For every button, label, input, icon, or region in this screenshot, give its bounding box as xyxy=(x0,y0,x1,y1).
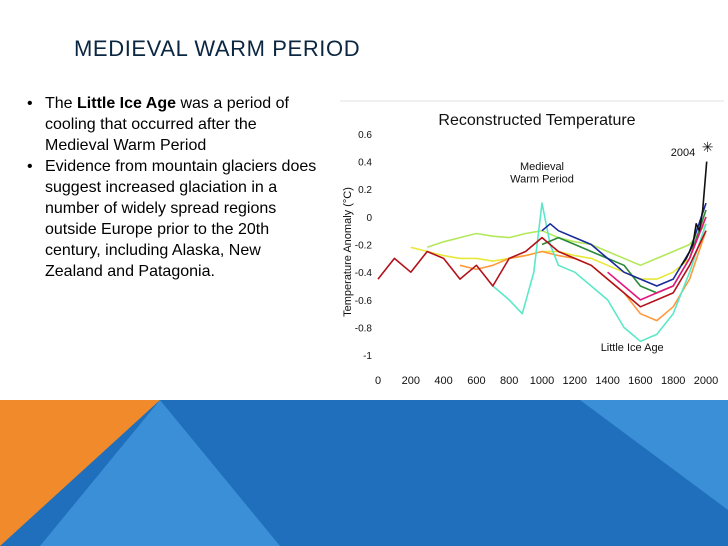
y-tick-label: -0.2 xyxy=(355,241,373,252)
y-axis-label: Temperature Anomaly (°C) xyxy=(342,187,354,317)
chart-title: Reconstructed Temperature xyxy=(438,112,635,129)
x-tick-label: 1000 xyxy=(530,375,554,387)
y-tick-label: 0.4 xyxy=(358,158,372,169)
y-tick-label: -1 xyxy=(363,351,372,362)
chart-annotation: Little Ice Age xyxy=(601,342,664,354)
y-tick-label: -0.8 xyxy=(355,324,373,335)
bullet-marker: • xyxy=(27,158,33,175)
chart-annotation: ✳ xyxy=(702,139,714,155)
chart-annotation: Warm Period xyxy=(510,173,574,185)
temperature-chart: Reconstructed Temperature Temperature An… xyxy=(328,97,728,391)
x-tick-label: 0 xyxy=(375,375,381,387)
chart-annotation: 2004 xyxy=(671,147,695,159)
x-tick-label: 800 xyxy=(500,375,518,387)
y-tick-label: 0 xyxy=(366,213,372,224)
series-line xyxy=(492,202,707,343)
x-tick-label: 1400 xyxy=(595,375,619,387)
x-tick-label: 1200 xyxy=(563,375,587,387)
x-tick-label: 400 xyxy=(434,375,452,387)
bullet-item: • The Little Ice Age was a period of cool… xyxy=(27,93,317,156)
x-tick-label: 2000 xyxy=(694,375,718,387)
series-line xyxy=(541,202,707,287)
series-line xyxy=(410,216,707,280)
chart-annotation: Medieval xyxy=(520,161,564,173)
series-line xyxy=(377,230,707,308)
x-tick-label: 1800 xyxy=(661,375,685,387)
series-line xyxy=(426,223,707,267)
bullet-item: • Evidence from mountain glaciers does su… xyxy=(27,156,317,282)
bullet-bold-term: Little Ice Age xyxy=(77,95,176,112)
band-orange-triangle xyxy=(0,400,160,546)
bullet-marker: • xyxy=(27,95,33,112)
bullet-list: • The Little Ice Age was a period of cool… xyxy=(27,93,317,282)
decorative-footer-band xyxy=(0,400,728,546)
bullet-text-prefix: The xyxy=(45,95,78,112)
bullet-text: Evidence from mountain glaciers does sug… xyxy=(45,158,317,280)
series-line xyxy=(459,230,707,322)
x-tick-label: 200 xyxy=(402,375,420,387)
x-tick-label: 1600 xyxy=(628,375,652,387)
slide-title: MEDIEVAL WARM PERIOD xyxy=(74,36,361,61)
bullet-text-suffix: was a period of cooling that occurred af… xyxy=(45,95,289,154)
band-light-triangle xyxy=(40,400,280,546)
series-line xyxy=(680,161,708,266)
y-tick-label: 0.6 xyxy=(358,130,372,141)
series-line xyxy=(607,216,707,301)
y-tick-label: -0.6 xyxy=(355,296,373,307)
y-tick-label: -0.4 xyxy=(355,268,373,279)
x-tick-label: 600 xyxy=(467,375,485,387)
chart-svg: Reconstructed Temperature Temperature An… xyxy=(340,100,724,387)
y-tick-label: 0.2 xyxy=(358,185,372,196)
band-light-corner xyxy=(580,400,728,510)
